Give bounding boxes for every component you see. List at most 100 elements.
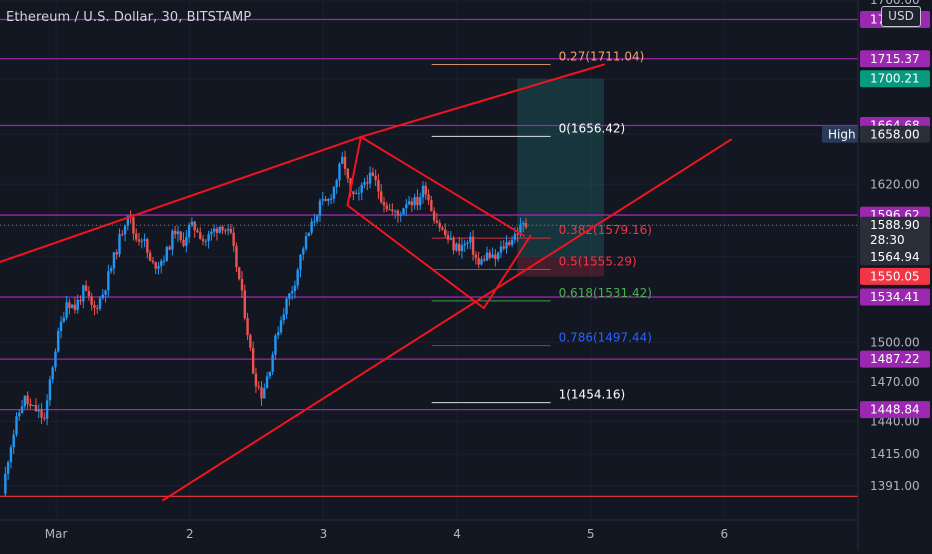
- candle-body: [212, 228, 216, 232]
- long-position[interactable]: [517, 78, 605, 277]
- candle-body: [190, 221, 194, 225]
- candle-body: [90, 296, 93, 305]
- trend-line[interactable]: [359, 63, 606, 138]
- time-tick-label: 6: [721, 527, 729, 541]
- time-axis[interactable]: Mar 2 3 4 5 6: [0, 519, 858, 541]
- time-tick-label: 3: [320, 527, 328, 541]
- candle-body: [296, 269, 299, 286]
- candle-body: [182, 239, 185, 246]
- candle-body: [402, 208, 405, 215]
- candle-body: [126, 215, 130, 226]
- candle-body: [299, 254, 302, 270]
- candle-body: [438, 222, 441, 228]
- price-tick-label: 1500.00: [870, 335, 920, 349]
- level-price-badge[interactable]: [860, 350, 930, 368]
- target-price-badge[interactable]: [860, 70, 930, 88]
- candle-body: [115, 252, 118, 255]
- candle-body: [491, 254, 494, 258]
- entry-price-badge-label: 1564.94: [870, 250, 920, 264]
- position-target-zone[interactable]: [517, 78, 605, 257]
- trend-line[interactable]: [0, 135, 362, 263]
- candle-body: [121, 234, 124, 236]
- trend-line[interactable]: [346, 204, 485, 310]
- candle-body: [466, 242, 469, 244]
- candle-body: [26, 395, 29, 405]
- candle-body: [335, 180, 338, 188]
- candle-body: [318, 200, 322, 216]
- candle-body: [204, 241, 208, 243]
- candle-body: [137, 239, 141, 242]
- candle-body: [360, 184, 363, 193]
- candle-body: [48, 379, 52, 401]
- candle-body: [315, 215, 319, 222]
- stop-price-badge[interactable]: [860, 267, 930, 285]
- candle-body: [101, 294, 104, 299]
- high-tag-label: High: [828, 127, 856, 141]
- candle-body: [82, 285, 85, 302]
- candle-body: [207, 234, 210, 242]
- level-price-badge-label: 1487.22: [870, 352, 920, 366]
- candle-body: [43, 417, 46, 419]
- candle-body: [357, 192, 361, 194]
- candle-body: [140, 240, 143, 242]
- fib-label-1: 1(1454.16): [559, 388, 626, 402]
- trend-line[interactable]: [346, 135, 362, 207]
- candle-body: [293, 285, 297, 292]
- price-tick-label: 1470.00: [870, 375, 920, 389]
- candle-body: [240, 278, 244, 291]
- level-price-badge[interactable]: [860, 401, 930, 419]
- level-price-badge[interactable]: [860, 50, 930, 68]
- candle-body: [419, 197, 422, 206]
- candle-body: [232, 232, 235, 246]
- trend-lines[interactable]: [0, 63, 733, 502]
- high-price-badge[interactable]: [860, 125, 930, 143]
- currency-button[interactable]: USD: [881, 6, 921, 27]
- candle-body: [427, 194, 430, 201]
- candle-body: [505, 242, 508, 249]
- candle-body: [146, 239, 149, 253]
- candle-body: [23, 395, 27, 407]
- candle-body: [65, 302, 68, 318]
- grid: [0, 0, 858, 520]
- candle-body: [173, 230, 177, 235]
- candle-body: [215, 228, 219, 233]
- candle-body: [302, 248, 305, 255]
- fib-label-0.786: 0.786(1497.44): [559, 331, 652, 345]
- candle-body: [288, 293, 291, 299]
- candle-body: [34, 405, 38, 412]
- candle-body: [168, 247, 171, 250]
- candle-body: [157, 266, 160, 269]
- level-price-badge[interactable]: [860, 288, 930, 306]
- candle-body: [107, 271, 110, 291]
- candle-body: [263, 388, 266, 399]
- time-tick-label: 2: [186, 527, 194, 541]
- candle-body: [502, 246, 505, 249]
- candle-body: [15, 416, 18, 435]
- horizontal-levels[interactable]: [0, 18, 858, 497]
- candle-body: [410, 201, 414, 206]
- trend-line[interactable]: [482, 234, 532, 310]
- candle-body: [522, 223, 525, 225]
- candle-body: [510, 239, 514, 245]
- time-tick-label: 5: [587, 527, 595, 541]
- candle-body: [449, 238, 453, 240]
- candle-body: [98, 298, 102, 309]
- fibonacci-retracement[interactable]: 0.27(1711.04)0(1656.42)0.382(1579.16)0.5…: [431, 49, 652, 404]
- trend-line[interactable]: [359, 135, 525, 237]
- current-price-badge[interactable]: [860, 216, 930, 249]
- price-axis[interactable]: 1391.001415.001440.001470.001500.001620.…: [822, 0, 932, 550]
- candle-body: [285, 298, 288, 315]
- candle-body: [391, 209, 394, 212]
- trend-line[interactable]: [162, 138, 733, 502]
- entry-price-badge[interactable]: [860, 248, 930, 266]
- candle-body: [382, 202, 386, 206]
- candle-body: [366, 182, 369, 184]
- candle-body: [460, 245, 464, 252]
- candle-body: [193, 221, 196, 231]
- candle-body: [31, 405, 35, 407]
- candle-body: [265, 376, 269, 389]
- price-tick-label: 1620.00: [870, 177, 920, 191]
- time-tick-label: Mar: [45, 527, 68, 541]
